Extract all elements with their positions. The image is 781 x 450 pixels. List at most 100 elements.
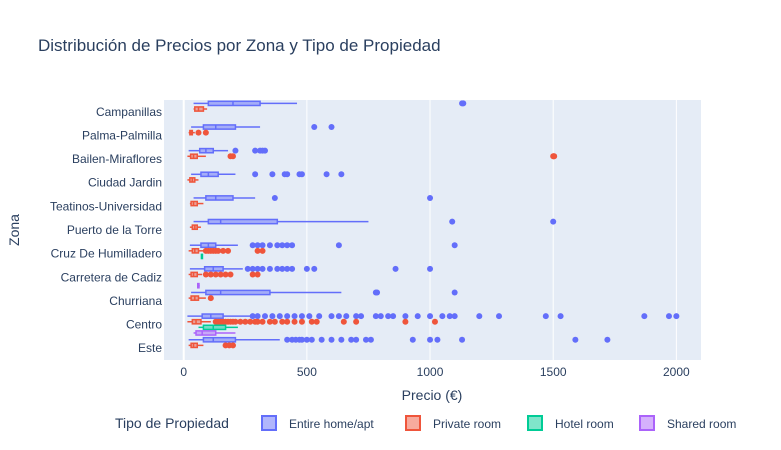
x-tick-label: 1500 — [540, 365, 567, 379]
outlier-point — [271, 194, 278, 201]
outlier-point — [244, 265, 251, 272]
outlier-point — [279, 265, 286, 272]
outlier-point — [242, 318, 249, 325]
outlier-point — [215, 247, 222, 254]
box-private-room — [188, 271, 261, 278]
outlier-point — [298, 313, 305, 320]
outlier-point — [284, 336, 291, 343]
box-entire-home-apt — [188, 147, 268, 154]
outlier-point — [604, 336, 611, 343]
box-iqr — [207, 100, 261, 107]
outlier-point — [303, 336, 310, 343]
gridlines — [182, 100, 677, 360]
outlier-point — [353, 313, 360, 320]
outlier-point — [390, 313, 397, 320]
outlier-point — [338, 171, 345, 178]
outlier-point — [358, 313, 365, 320]
x-tick-label: 0 — [180, 365, 187, 379]
box-entire-home-apt — [193, 100, 467, 107]
outlier-point — [284, 313, 291, 320]
outlier-point — [222, 271, 229, 278]
box-hotel-room — [200, 253, 204, 260]
outlier-point — [496, 313, 503, 320]
outlier-point — [402, 318, 409, 325]
outlier-point — [225, 247, 232, 254]
box-entire-home-apt — [189, 242, 458, 249]
y-tick-label: Carretera de Cadiz — [61, 270, 162, 284]
legend-item[interactable]: Entire home/apt — [261, 415, 374, 431]
outlier-point — [402, 313, 409, 320]
outlier-point — [542, 313, 549, 320]
box-entire-home-apt — [193, 194, 434, 201]
box-iqr — [202, 336, 237, 343]
legend-swatch — [527, 415, 543, 431]
outlier-point — [551, 153, 558, 160]
outlier-point — [374, 289, 381, 296]
outlier-point — [446, 313, 453, 320]
y-axis-ticks: Este Centro Churriana Carretera de Cadiz Cru… — [50, 105, 162, 355]
outlier-point — [427, 194, 434, 201]
outlier-point — [427, 313, 434, 320]
outlier-point — [232, 147, 239, 154]
outlier-point — [476, 313, 483, 320]
outlier-point — [232, 318, 239, 325]
outlier-point — [220, 247, 227, 254]
y-tick-label: Campanillas — [96, 105, 162, 119]
outlier-point — [259, 265, 266, 272]
outlier-point — [274, 265, 281, 272]
outlier-point — [227, 271, 234, 278]
outlier-point — [372, 313, 379, 320]
outlier-point — [348, 336, 355, 343]
box-entire-home-apt — [193, 218, 557, 225]
outlier-point — [237, 318, 244, 325]
legend-swatch — [261, 415, 277, 431]
outlier-point — [328, 313, 335, 320]
box-entire-home-apt — [189, 265, 434, 272]
box-iqr — [201, 313, 224, 319]
outlier-point — [451, 313, 458, 320]
outlier-point — [572, 336, 579, 343]
outlier-point — [460, 100, 467, 107]
outlier-point — [335, 313, 342, 320]
outlier-point — [311, 124, 318, 131]
outlier-point — [298, 171, 305, 178]
outlier-point — [254, 318, 261, 325]
outlier-point — [249, 271, 256, 278]
outlier-point — [202, 129, 209, 136]
outlier-point — [427, 336, 434, 343]
outlier-point — [271, 318, 278, 325]
outlier-point — [269, 171, 276, 178]
box-private-room — [188, 129, 209, 136]
outlier-point — [318, 336, 325, 343]
outlier-point — [289, 265, 296, 272]
outlier-point — [385, 313, 392, 320]
legend-label: Hotel room — [555, 417, 614, 431]
legend-item[interactable]: Hotel room — [527, 415, 614, 431]
box-iqr — [195, 330, 217, 336]
y-tick-label: Churriana — [109, 294, 162, 308]
outlier-point — [254, 242, 261, 249]
legend-item[interactable]: Shared room — [639, 415, 736, 431]
chart-title: Distribución de Precios por Zona y Tipo … — [38, 36, 441, 55]
y-tick-label: Teatinos-Universidad — [50, 199, 162, 213]
outlier-point — [414, 313, 421, 320]
outlier-point — [306, 313, 313, 320]
outlier-point — [259, 318, 266, 325]
outlier-point — [557, 313, 564, 320]
outlier-point — [328, 336, 335, 343]
outlier-point — [289, 242, 296, 249]
outlier-point — [284, 318, 291, 325]
outlier-point — [459, 336, 466, 343]
outlier-point — [308, 336, 315, 343]
outlier-point — [449, 218, 456, 225]
outlier-point — [298, 336, 305, 343]
outlier-point — [261, 313, 268, 320]
box-private-room — [188, 247, 266, 254]
outlier-point — [266, 318, 273, 325]
legend-title: Tipo de Propiedad — [115, 415, 229, 431]
outlier-point — [308, 318, 315, 325]
legend-item[interactable]: Private room — [405, 415, 501, 431]
outlier-point — [249, 242, 256, 249]
box-iqr — [202, 324, 227, 331]
